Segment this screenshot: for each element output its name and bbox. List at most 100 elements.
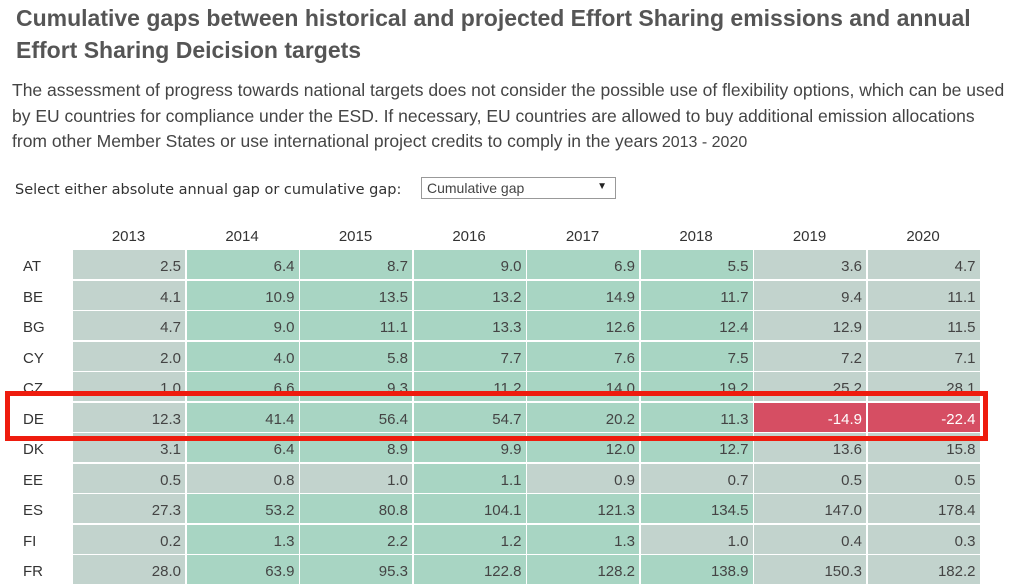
gap-cell[interactable]: 178.4 <box>867 494 980 523</box>
gap-cell[interactable]: 11.7 <box>640 280 753 310</box>
gap-cell[interactable]: 122.8 <box>413 555 526 584</box>
gap-cell[interactable]: 7.7 <box>413 341 526 371</box>
gap-cell[interactable]: 8.7 <box>300 250 412 279</box>
year-header-2020: 2020 <box>906 228 940 245</box>
gap-cell[interactable]: 3.6 <box>754 250 866 279</box>
gap-cell[interactable]: 11.3 <box>640 402 753 432</box>
year-header-2019: 2019 <box>792 228 827 245</box>
gap-cell[interactable]: 7.5 <box>640 341 753 371</box>
country-code: BG <box>23 319 45 336</box>
table-row-ee: EE 0.5 0.8 1.0 1.1 0.9 0.7 0.5 0.5 <box>15 463 980 494</box>
gap-cell[interactable]: 11.1 <box>300 311 412 340</box>
gap-cell[interactable]: 182.2 <box>867 555 980 584</box>
years-range: 2013 - 2020 <box>661 134 748 151</box>
gap-cell[interactable]: 128.2 <box>527 555 639 584</box>
gap-cell[interactable]: 63.9 <box>186 555 299 584</box>
country-code: DK <box>23 441 44 458</box>
gap-cell[interactable]: 7.6 <box>527 341 639 371</box>
gap-selector-label: Select either absolute annual gap or cum… <box>15 182 402 198</box>
description-body: The assessment of progress towards natio… <box>12 80 1005 151</box>
gap-cell[interactable]: 95.3 <box>300 555 412 584</box>
gap-cell[interactable]: 13.2 <box>413 280 526 310</box>
gap-cell[interactable]: 11.5 <box>867 311 980 340</box>
gap-cell[interactable]: 13.5 <box>300 280 412 310</box>
year-header-2014: 2014 <box>225 228 259 245</box>
gap-cell[interactable]: 53.2 <box>186 494 299 523</box>
gap-cell[interactable]: 1.2 <box>413 524 526 554</box>
gap-cell[interactable]: 0.9 <box>527 463 639 493</box>
gap-cell[interactable]: 14.9 <box>527 280 639 310</box>
table-row-be: BE 4.1 10.9 13.5 13.2 14.9 11.7 9.4 11.1 <box>15 280 980 311</box>
gap-cell[interactable]: 1.1 <box>413 463 526 493</box>
country-code: ES <box>23 502 44 519</box>
gap-cell[interactable]: 13.3 <box>413 311 526 340</box>
gap-cell[interactable]: 6.9 <box>527 250 639 279</box>
gap-cell[interactable]: 5.8 <box>300 341 412 371</box>
gap-type-dropdown[interactable]: Cumulative gap ▼ <box>421 177 616 199</box>
gap-cell[interactable]: 12.6 <box>527 311 639 340</box>
gap-cell[interactable]: 11.1 <box>867 280 980 310</box>
gap-cell[interactable]: 9.0 <box>186 311 299 340</box>
gap-cell[interactable]: 0.5 <box>867 463 980 493</box>
gap-cell[interactable]: 0.3 <box>867 524 980 554</box>
gap-cell[interactable]: 14.0 <box>527 372 639 401</box>
gap-cell[interactable]: 54.7 <box>413 402 526 432</box>
table-row-de: DE 12.3 41.4 56.4 54.7 20.2 11.3 -14.9 -22.4 <box>15 402 980 433</box>
gap-cell[interactable]: 150.3 <box>754 555 866 584</box>
table-row-cy: CY 2.0 4.0 5.8 7.7 7.6 7.5 7.2 7.1 <box>15 341 980 372</box>
gap-cell[interactable]: 4.7 <box>867 250 980 279</box>
gap-cell[interactable]: 12.9 <box>754 311 866 340</box>
gap-cell[interactable]: 0.5 <box>73 463 185 493</box>
gap-cell[interactable]: 1.3 <box>527 524 639 554</box>
gap-cell[interactable]: 9.4 <box>754 280 866 310</box>
gap-cell[interactable]: 0.5 <box>754 463 866 493</box>
country-code: AT <box>23 258 42 275</box>
gap-cell[interactable]: 5.5 <box>640 250 753 279</box>
gap-cell[interactable]: 134.5 <box>640 494 753 523</box>
country-code: EE <box>23 471 44 489</box>
gap-cell[interactable]: 9.0 <box>413 250 526 279</box>
gap-cell[interactable]: 28.0 <box>73 555 185 584</box>
gap-cell[interactable]: 2.5 <box>73 250 185 279</box>
gap-cell[interactable]: 4.7 <box>73 311 185 340</box>
gap-cell[interactable]: 80.8 <box>300 494 412 523</box>
gap-cell[interactable]: 121.3 <box>527 494 639 523</box>
gap-cell[interactable]: 10.9 <box>186 280 299 310</box>
gap-cell[interactable]: 0.7 <box>640 463 753 493</box>
gap-cell[interactable]: 2.0 <box>73 341 185 371</box>
gap-cell[interactable]: 1.0 <box>300 463 412 493</box>
year-header-2016: 2016 <box>452 228 486 245</box>
gap-cell[interactable]: 56.4 <box>300 402 412 432</box>
table-row-fi: FI 0.2 1.3 2.2 1.2 1.3 1.0 0.4 0.3 <box>15 524 980 555</box>
gap-cell[interactable]: 12.3 <box>73 402 185 432</box>
gap-cell[interactable]: 1.3 <box>186 524 299 554</box>
gap-cell[interactable]: 0.4 <box>754 524 866 554</box>
gap-cell[interactable]: 138.9 <box>640 555 753 584</box>
gap-cell[interactable]: 7.1 <box>867 341 980 371</box>
gap-cell[interactable]: 20.2 <box>527 402 639 432</box>
gap-cell[interactable]: 1.0 <box>640 524 753 554</box>
gap-cell[interactable]: 7.2 <box>754 341 866 371</box>
year-header-2018: 2018 <box>679 228 713 245</box>
table-row-fr: FR 28.0 63.9 95.3 122.8 128.2 138.9 150.3 182.2 <box>15 555 980 585</box>
table-row-at: AT 2.5 6.4 8.7 9.0 6.9 5.5 3.6 4.7 <box>15 250 980 280</box>
gap-cell[interactable]: 12.4 <box>640 311 753 340</box>
gap-cell[interactable]: 27.3 <box>73 494 185 523</box>
gap-cell[interactable]: 6.4 <box>186 250 299 279</box>
gap-cell[interactable]: 4.0 <box>186 341 299 371</box>
gap-cell[interactable]: 41.4 <box>186 402 299 432</box>
year-header-2017: 2017 <box>565 228 600 245</box>
gap-cell[interactable]: 2.2 <box>300 524 412 554</box>
country-code: CY <box>23 349 44 367</box>
gap-cell[interactable]: -14.9 <box>754 402 866 432</box>
gap-cell[interactable]: 147.0 <box>754 494 866 523</box>
gap-cell[interactable]: 25.2 <box>754 372 866 401</box>
description-text: The assessment of progress towards natio… <box>12 78 1007 156</box>
gap-cell[interactable]: 0.8 <box>186 463 299 493</box>
gap-cell[interactable]: -22.4 <box>867 402 980 432</box>
gap-cell[interactable]: 4.1 <box>73 280 185 310</box>
country-code: FI <box>23 532 37 550</box>
gap-cell[interactable]: 0.2 <box>73 524 185 554</box>
gap-cell[interactable]: 9.3 <box>300 372 412 401</box>
gap-cell[interactable]: 104.1 <box>413 494 526 523</box>
